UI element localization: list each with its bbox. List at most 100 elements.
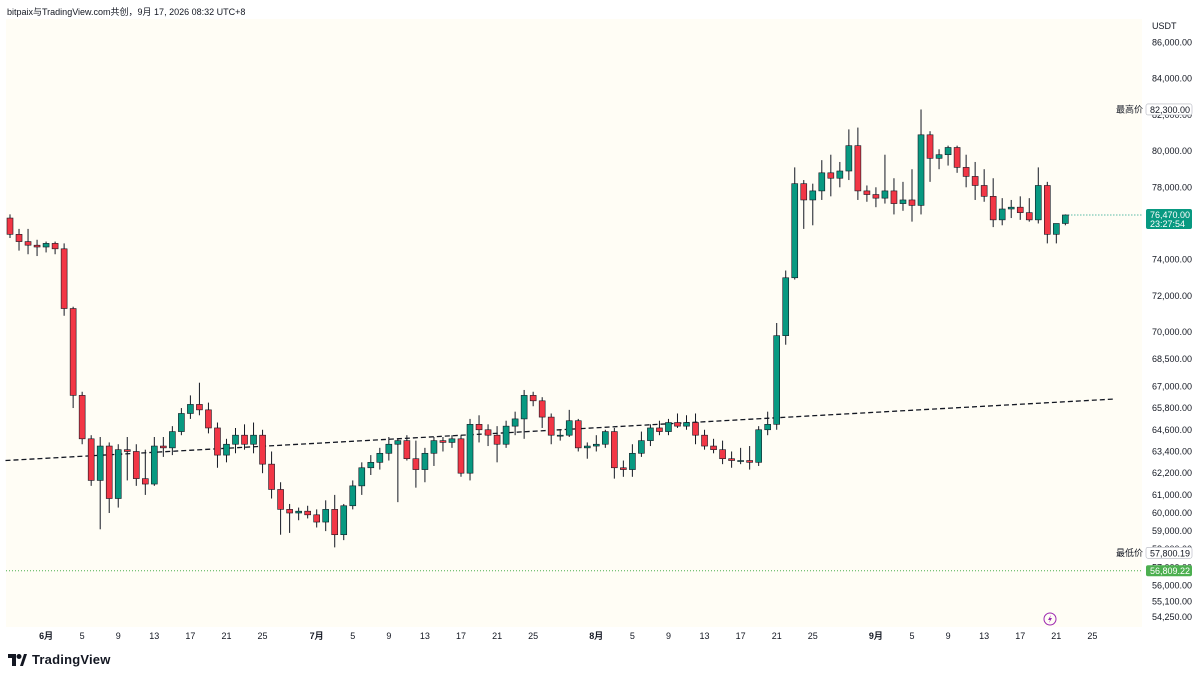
candle[interactable] (304, 505, 311, 519)
candle[interactable] (998, 198, 1006, 226)
candle[interactable] (881, 154, 889, 204)
candle[interactable] (782, 270, 790, 345)
candle[interactable] (737, 447, 744, 465)
candle[interactable] (602, 429, 609, 448)
candle[interactable] (96, 437, 104, 530)
candle[interactable] (60, 243, 68, 316)
candle[interactable] (241, 424, 248, 450)
candle[interactable] (701, 429, 708, 450)
candle[interactable] (547, 413, 555, 445)
candle[interactable] (1062, 214, 1069, 226)
candle[interactable] (944, 145, 952, 166)
candle[interactable] (42, 241, 50, 253)
candle[interactable] (529, 391, 537, 407)
candle[interactable] (358, 462, 366, 495)
candle[interactable] (755, 426, 762, 466)
candle[interactable] (493, 426, 501, 463)
candle[interactable] (917, 109, 925, 215)
candle[interactable] (385, 437, 393, 461)
candle[interactable] (845, 129, 853, 181)
candle[interactable] (51, 241, 59, 255)
candle[interactable] (250, 422, 257, 454)
candle[interactable] (187, 395, 194, 419)
candle[interactable] (412, 440, 420, 488)
candle[interactable] (394, 438, 402, 503)
candle[interactable] (827, 154, 835, 197)
candle[interactable] (980, 169, 988, 202)
candle[interactable] (214, 422, 221, 468)
candle[interactable] (1044, 181, 1051, 244)
candle[interactable] (430, 437, 438, 466)
candle[interactable] (836, 161, 844, 188)
tradingview-logo[interactable]: TradingView (8, 652, 111, 667)
candle[interactable] (971, 161, 979, 200)
candle[interactable] (475, 415, 483, 443)
candle[interactable] (78, 391, 86, 445)
candle[interactable] (15, 228, 23, 251)
candle[interactable] (800, 180, 808, 229)
candle[interactable] (656, 420, 663, 436)
candle[interactable] (629, 444, 636, 477)
candle[interactable] (511, 411, 519, 436)
candle[interactable] (349, 480, 357, 510)
candle[interactable] (809, 183, 817, 226)
candle[interactable] (484, 424, 492, 447)
candle[interactable] (989, 178, 997, 228)
candle[interactable] (583, 442, 591, 459)
candle[interactable] (313, 509, 320, 528)
candle[interactable] (259, 429, 266, 474)
candle[interactable] (169, 426, 176, 456)
candle[interactable] (1016, 196, 1024, 220)
time-axis[interactable]: 6月 5 9 13 17 21 25 7月 5 9 13 17 21 25 8月 5 9 13 17 21 25 9月 5 9… (39, 631, 1097, 641)
candle[interactable] (403, 435, 411, 461)
candle[interactable] (1007, 199, 1015, 219)
candle[interactable] (466, 418, 474, 481)
candle[interactable] (439, 437, 447, 452)
price-axis[interactable]: 86,000.0084,000.0082,000.0080,000.0078,0… (1152, 38, 1192, 623)
candle[interactable] (457, 435, 465, 477)
candle[interactable] (421, 447, 429, 483)
candle[interactable] (538, 397, 546, 428)
candle[interactable] (1053, 223, 1060, 244)
candle[interactable] (24, 228, 32, 255)
candle[interactable] (33, 239, 41, 257)
candle[interactable] (773, 323, 781, 430)
candle[interactable] (791, 167, 799, 280)
candle[interactable] (502, 420, 510, 448)
candle[interactable] (322, 500, 330, 532)
candle[interactable] (620, 460, 627, 477)
candle[interactable] (962, 154, 970, 188)
candle[interactable] (764, 411, 771, 436)
candle[interactable] (872, 187, 880, 208)
candle[interactable] (674, 413, 681, 428)
candle[interactable] (196, 382, 203, 416)
candle[interactable] (710, 438, 717, 454)
candle[interactable] (719, 440, 726, 465)
candle[interactable] (277, 482, 284, 535)
candle[interactable] (105, 442, 113, 513)
candle[interactable] (340, 503, 348, 541)
candle[interactable] (953, 145, 961, 173)
candle[interactable] (556, 429, 564, 441)
candle[interactable] (890, 178, 898, 215)
candle[interactable] (647, 424, 654, 447)
candle[interactable] (574, 418, 582, 452)
candle[interactable] (854, 127, 862, 200)
candle[interactable] (123, 437, 131, 481)
candle[interactable] (448, 435, 456, 448)
candle[interactable] (863, 185, 871, 202)
candle[interactable] (178, 408, 185, 436)
candle[interactable] (746, 446, 753, 470)
lightning-icon[interactable] (1043, 612, 1057, 626)
candle[interactable] (232, 427, 239, 454)
candle[interactable] (160, 437, 167, 457)
candle[interactable] (114, 444, 122, 508)
candle[interactable] (295, 507, 302, 521)
candle[interactable] (69, 306, 77, 409)
candle[interactable] (268, 451, 275, 499)
candle[interactable] (638, 431, 645, 457)
candle[interactable] (331, 494, 339, 548)
candle[interactable] (665, 418, 672, 436)
candle[interactable] (565, 409, 573, 437)
